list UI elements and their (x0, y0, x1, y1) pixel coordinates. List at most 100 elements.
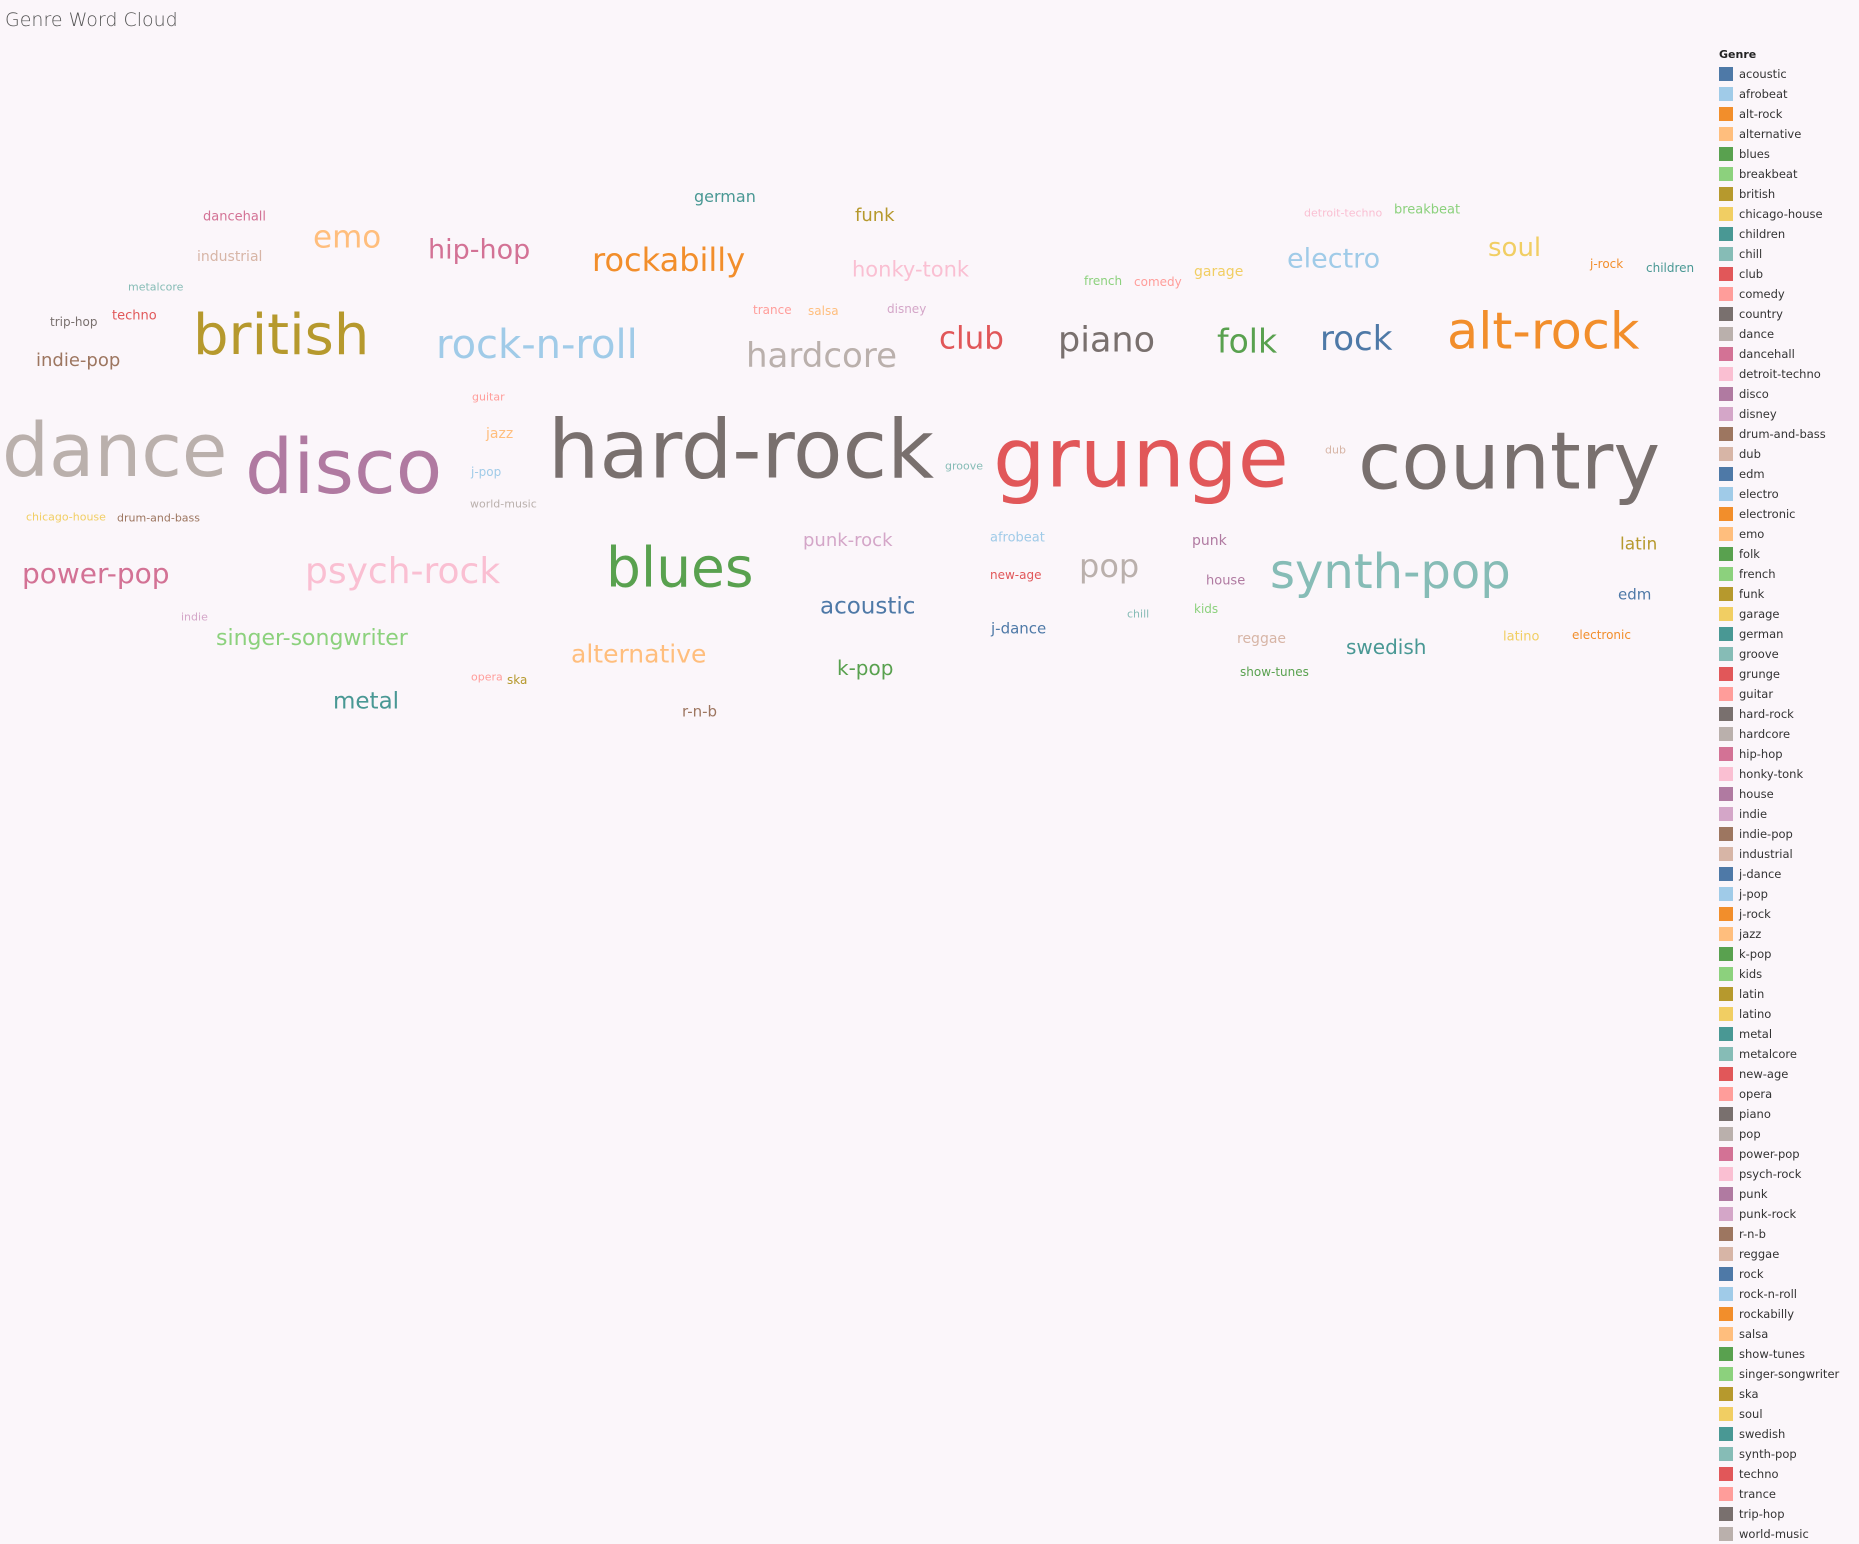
legend-item-hardcore[interactable]: hardcore (1719, 724, 1859, 744)
legend-item-r-n-b[interactable]: r-n-b (1719, 1224, 1859, 1244)
legend-item-rockabilly[interactable]: rockabilly (1719, 1304, 1859, 1324)
legend-item-electro[interactable]: electro (1719, 484, 1859, 504)
legend-item-edm[interactable]: edm (1719, 464, 1859, 484)
legend-item-chill[interactable]: chill (1719, 244, 1859, 264)
legend-item-hip-hop[interactable]: hip-hop (1719, 744, 1859, 764)
legend-item-garage[interactable]: garage (1719, 604, 1859, 624)
legend-item-british[interactable]: british (1719, 184, 1859, 204)
legend-label: indie (1739, 807, 1768, 821)
word-blues: blues (606, 535, 754, 600)
word-british: british (193, 303, 370, 368)
legend-item-latin[interactable]: latin (1719, 984, 1859, 1004)
legend-item-breakbeat[interactable]: breakbeat (1719, 164, 1859, 184)
legend-item-dance[interactable]: dance (1719, 324, 1859, 344)
legend-swatch (1719, 87, 1733, 101)
legend-item-french[interactable]: french (1719, 564, 1859, 584)
legend-item-grunge[interactable]: grunge (1719, 664, 1859, 684)
legend-item-afrobeat[interactable]: afrobeat (1719, 84, 1859, 104)
legend-item-children[interactable]: children (1719, 224, 1859, 244)
word-garage: garage (1194, 264, 1244, 280)
legend-swatch (1719, 1207, 1733, 1221)
legend-swatch (1719, 147, 1733, 161)
legend-label: chill (1739, 247, 1763, 261)
legend-label: singer-songwriter (1739, 1367, 1840, 1381)
legend-item-detroit-techno[interactable]: detroit-techno (1719, 364, 1859, 384)
legend-item-honky-tonk[interactable]: honky-tonk (1719, 764, 1859, 784)
legend-item-trance[interactable]: trance (1719, 1484, 1859, 1504)
legend-item-acoustic[interactable]: acoustic (1719, 64, 1859, 84)
legend-item-techno[interactable]: techno (1719, 1464, 1859, 1484)
legend-item-punk[interactable]: punk (1719, 1184, 1859, 1204)
legend-item-chicago-house[interactable]: chicago-house (1719, 204, 1859, 224)
legend-item-guitar[interactable]: guitar (1719, 684, 1859, 704)
legend-swatch (1719, 727, 1733, 741)
legend-item-singer-songwriter[interactable]: singer-songwriter (1719, 1364, 1859, 1384)
legend-item-club[interactable]: club (1719, 264, 1859, 284)
legend-item-comedy[interactable]: comedy (1719, 284, 1859, 304)
word-edm: edm (1618, 585, 1652, 604)
legend-item-swedish[interactable]: swedish (1719, 1424, 1859, 1444)
legend-item-salsa[interactable]: salsa (1719, 1324, 1859, 1344)
legend-item-house[interactable]: house (1719, 784, 1859, 804)
legend-item-j-pop[interactable]: j-pop (1719, 884, 1859, 904)
legend-item-rock[interactable]: rock (1719, 1264, 1859, 1284)
legend-label: punk-rock (1739, 1207, 1797, 1221)
legend-label: latin (1739, 987, 1765, 1001)
word-children: children (1646, 261, 1695, 275)
legend-item-dancehall[interactable]: dancehall (1719, 344, 1859, 364)
legend-item-pop[interactable]: pop (1719, 1124, 1859, 1144)
legend-label: hard-rock (1739, 707, 1794, 721)
legend-item-disney[interactable]: disney (1719, 404, 1859, 424)
legend-item-kids[interactable]: kids (1719, 964, 1859, 984)
legend-item-k-pop[interactable]: k-pop (1719, 944, 1859, 964)
legend-item-disco[interactable]: disco (1719, 384, 1859, 404)
legend-item-hard-rock[interactable]: hard-rock (1719, 704, 1859, 724)
legend-item-electronic[interactable]: electronic (1719, 504, 1859, 524)
legend-item-dub[interactable]: dub (1719, 444, 1859, 464)
legend-item-industrial[interactable]: industrial (1719, 844, 1859, 864)
legend-item-j-rock[interactable]: j-rock (1719, 904, 1859, 924)
word-chill: chill (1127, 607, 1150, 621)
legend-swatch (1719, 647, 1733, 661)
legend-item-funk[interactable]: funk (1719, 584, 1859, 604)
legend-item-punk-rock[interactable]: punk-rock (1719, 1204, 1859, 1224)
legend-item-jazz[interactable]: jazz (1719, 924, 1859, 944)
legend-label: psych-rock (1739, 1167, 1802, 1181)
legend-item-alternative[interactable]: alternative (1719, 124, 1859, 144)
legend-item-show-tunes[interactable]: show-tunes (1719, 1344, 1859, 1364)
legend-item-indie[interactable]: indie (1719, 804, 1859, 824)
legend-item-german[interactable]: german (1719, 624, 1859, 644)
legend-item-alt-rock[interactable]: alt-rock (1719, 104, 1859, 124)
legend-item-trip-hop[interactable]: trip-hop (1719, 1504, 1859, 1524)
legend-item-folk[interactable]: folk (1719, 544, 1859, 564)
legend-item-world-music[interactable]: world-music (1719, 1524, 1859, 1544)
legend-item-metal[interactable]: metal (1719, 1024, 1859, 1044)
legend-label: hip-hop (1739, 747, 1783, 761)
word-metal: metal (333, 688, 400, 715)
legend-item-drum-and-bass[interactable]: drum-and-bass (1719, 424, 1859, 444)
legend-item-ska[interactable]: ska (1719, 1384, 1859, 1404)
word-swedish: swedish (1346, 635, 1427, 659)
legend-item-piano[interactable]: piano (1719, 1104, 1859, 1124)
legend-item-groove[interactable]: groove (1719, 644, 1859, 664)
legend-item-new-age[interactable]: new-age (1719, 1064, 1859, 1084)
legend-swatch (1719, 987, 1733, 1001)
legend-item-soul[interactable]: soul (1719, 1404, 1859, 1424)
legend-item-blues[interactable]: blues (1719, 144, 1859, 164)
legend-item-power-pop[interactable]: power-pop (1719, 1144, 1859, 1164)
word-breakbeat: breakbeat (1394, 202, 1461, 218)
legend-item-indie-pop[interactable]: indie-pop (1719, 824, 1859, 844)
word-kids: kids (1194, 602, 1219, 616)
legend-item-synth-pop[interactable]: synth-pop (1719, 1444, 1859, 1464)
legend-item-opera[interactable]: opera (1719, 1084, 1859, 1104)
legend-item-rock-n-roll[interactable]: rock-n-roll (1719, 1284, 1859, 1304)
legend-item-metalcore[interactable]: metalcore (1719, 1044, 1859, 1064)
legend-item-emo[interactable]: emo (1719, 524, 1859, 544)
legend-item-country[interactable]: country (1719, 304, 1859, 324)
legend-item-j-dance[interactable]: j-dance (1719, 864, 1859, 884)
legend-item-psych-rock[interactable]: psych-rock (1719, 1164, 1859, 1184)
legend-swatch (1719, 867, 1733, 881)
legend-item-latino[interactable]: latino (1719, 1004, 1859, 1024)
legend-item-reggae[interactable]: reggae (1719, 1244, 1859, 1264)
legend-swatch (1719, 1087, 1733, 1101)
